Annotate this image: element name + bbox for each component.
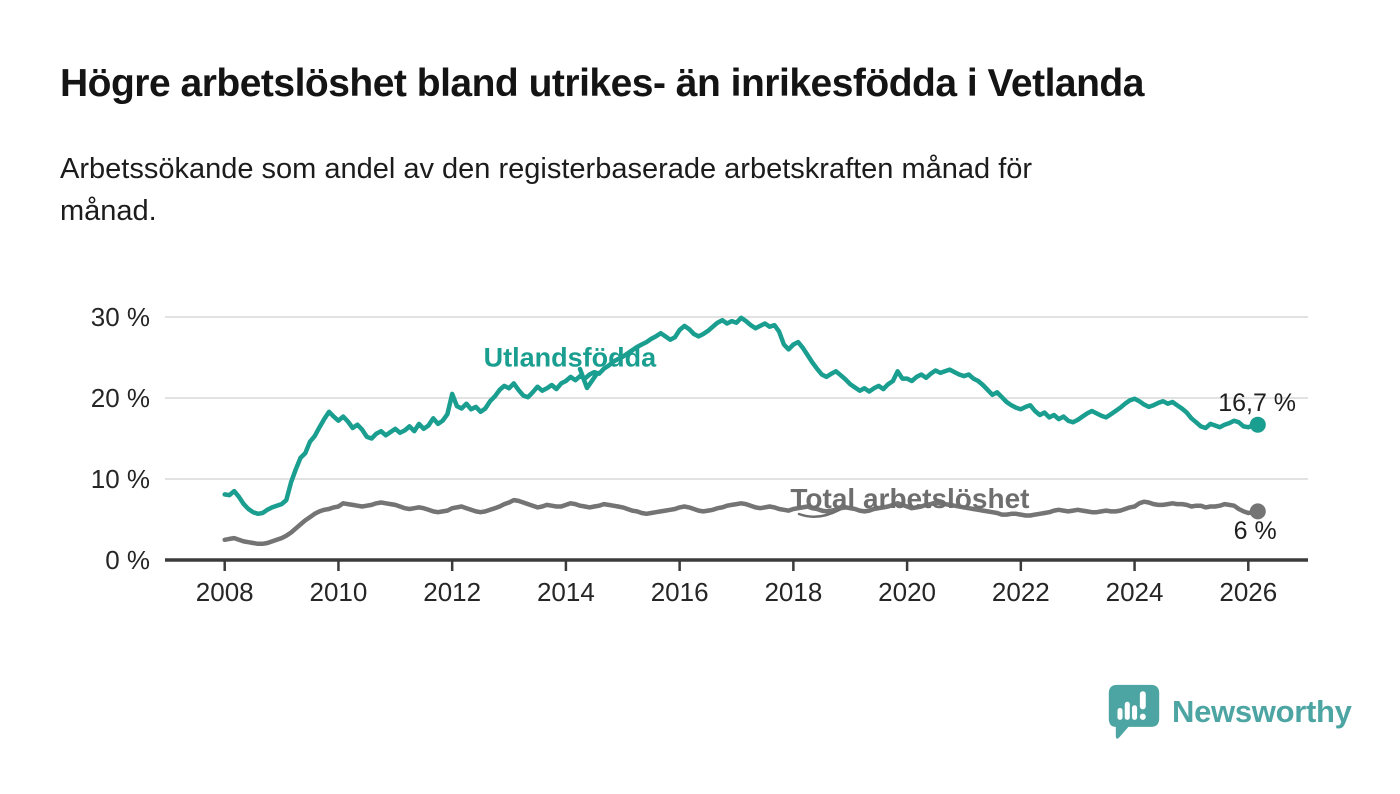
- x-axis-tick-label: 2020: [878, 577, 936, 607]
- page-title: Högre arbetslöshet bland utrikes- än inr…: [60, 62, 1144, 105]
- series-line-total-arbetsloshet: [222, 497, 1261, 547]
- x-axis-tick-label: 2010: [310, 577, 368, 607]
- x-axis-tick-label: 2016: [651, 577, 709, 607]
- series-label-utlandsfodda: Utlandsfödda: [484, 342, 657, 372]
- y-axis-tick-label: 30 %: [91, 302, 150, 332]
- speech-bubble-bar-chart-icon: [1108, 684, 1160, 739]
- x-axis-tick-label: 2018: [764, 577, 822, 607]
- y-axis-tick-label: 10 %: [91, 464, 150, 494]
- exclamation-dot: [1139, 713, 1146, 720]
- x-axis-tick-label: 2014: [537, 577, 595, 607]
- exclamation-bar: [1139, 691, 1146, 710]
- series-line-utlandsfodda: [222, 315, 1261, 517]
- series-label-total-arbetsloshet: Total arbetslöshet: [790, 483, 1029, 514]
- series-end-dot-total-arbetsloshet: [1249, 503, 1266, 520]
- x-axis-tick-label: 2012: [423, 577, 481, 607]
- newsworthy-logo[interactable]: Newsworthy: [1106, 682, 1352, 741]
- bar-3: [1132, 705, 1138, 720]
- page-subtitle: Arbetssökande som andel av den registerb…: [60, 148, 1032, 232]
- series-end-dot-utlandsfodda: [1249, 416, 1266, 433]
- series-label-arrow-total-arbetsloshet: [797, 508, 841, 518]
- subtitle-line-2: månad.: [60, 195, 157, 227]
- y-axis-tick-label: 20 %: [91, 383, 150, 413]
- x-axis-tick-label: 2008: [196, 577, 254, 607]
- bar-1: [1117, 708, 1123, 720]
- x-axis-tick-label: 2026: [1219, 577, 1277, 607]
- bar-2: [1124, 701, 1130, 720]
- x-axis-tick-label: 2022: [992, 577, 1050, 607]
- subtitle-line-1: Arbetssökande som andel av den registerb…: [60, 153, 1033, 185]
- x-axis-tick-label: 2024: [1106, 577, 1164, 607]
- end-value-label-utlandsfodda: 16,7 %: [1218, 389, 1296, 417]
- end-value-label-total-arbetsloshet: 6 %: [1234, 517, 1277, 545]
- newsworthy-brand-name: Newsworthy: [1172, 693, 1352, 729]
- y-axis-tick-label: 0 %: [105, 545, 150, 575]
- series-label-arrow-utlandsfodda: [577, 366, 599, 391]
